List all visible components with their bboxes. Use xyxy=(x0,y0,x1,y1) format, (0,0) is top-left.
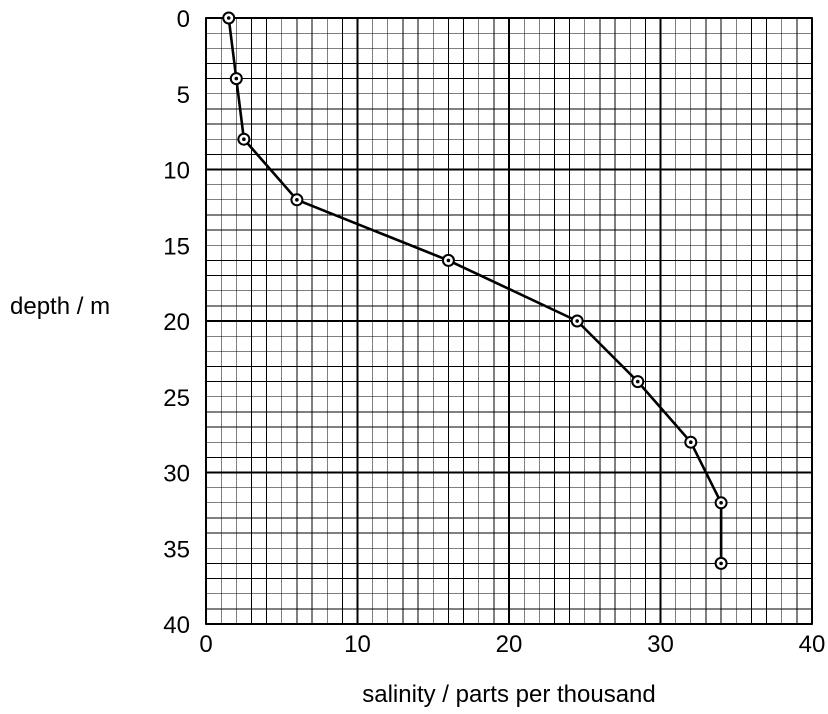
data-point xyxy=(570,314,584,328)
data-point-dot xyxy=(242,137,246,141)
tick-labels: 0 10 20 30 40 0 5 10 15 20 25 30 35 40 xyxy=(163,6,825,658)
y-tick-label: 40 xyxy=(163,612,190,639)
data-point xyxy=(631,375,645,389)
y-tick-label: 0 xyxy=(177,6,190,33)
data-point-dot xyxy=(719,561,723,566)
data-point xyxy=(290,193,304,207)
series-line xyxy=(227,17,723,564)
x-tick-label: 30 xyxy=(647,631,674,658)
x-tick-label: 40 xyxy=(799,631,826,658)
data-point xyxy=(714,556,728,570)
series-layer xyxy=(222,11,728,570)
x-tick-label: 20 xyxy=(496,631,523,658)
y-tick-label: 5 xyxy=(177,82,190,109)
x-axis-title: salinity / parts per thousand xyxy=(362,681,656,708)
data-point-dot xyxy=(226,16,231,20)
data-point xyxy=(222,11,236,25)
data-point-dot xyxy=(446,258,451,263)
data-point-dot xyxy=(575,319,579,323)
plot-border xyxy=(205,17,813,625)
data-point xyxy=(237,132,251,146)
data-point xyxy=(684,435,698,449)
y-tick-label: 10 xyxy=(163,158,190,185)
y-axis-title: depth / m xyxy=(10,293,110,320)
data-point-dot xyxy=(295,198,299,202)
grid-layer xyxy=(205,17,813,625)
data-point-dot xyxy=(689,440,693,445)
y-tick-label: 35 xyxy=(163,536,190,563)
data-point-dot xyxy=(234,76,239,81)
y-tick-label: 15 xyxy=(163,233,190,260)
y-tick-label: 20 xyxy=(163,309,190,336)
data-point-dot xyxy=(635,379,640,384)
data-point xyxy=(441,253,455,267)
x-tick-label: 10 xyxy=(344,631,371,658)
data-point-dot xyxy=(719,501,723,505)
data-point xyxy=(229,72,243,86)
x-tick-label: 0 xyxy=(199,631,212,658)
y-tick-label: 25 xyxy=(163,385,190,412)
data-point xyxy=(714,496,728,510)
y-tick-label: 30 xyxy=(163,461,190,488)
